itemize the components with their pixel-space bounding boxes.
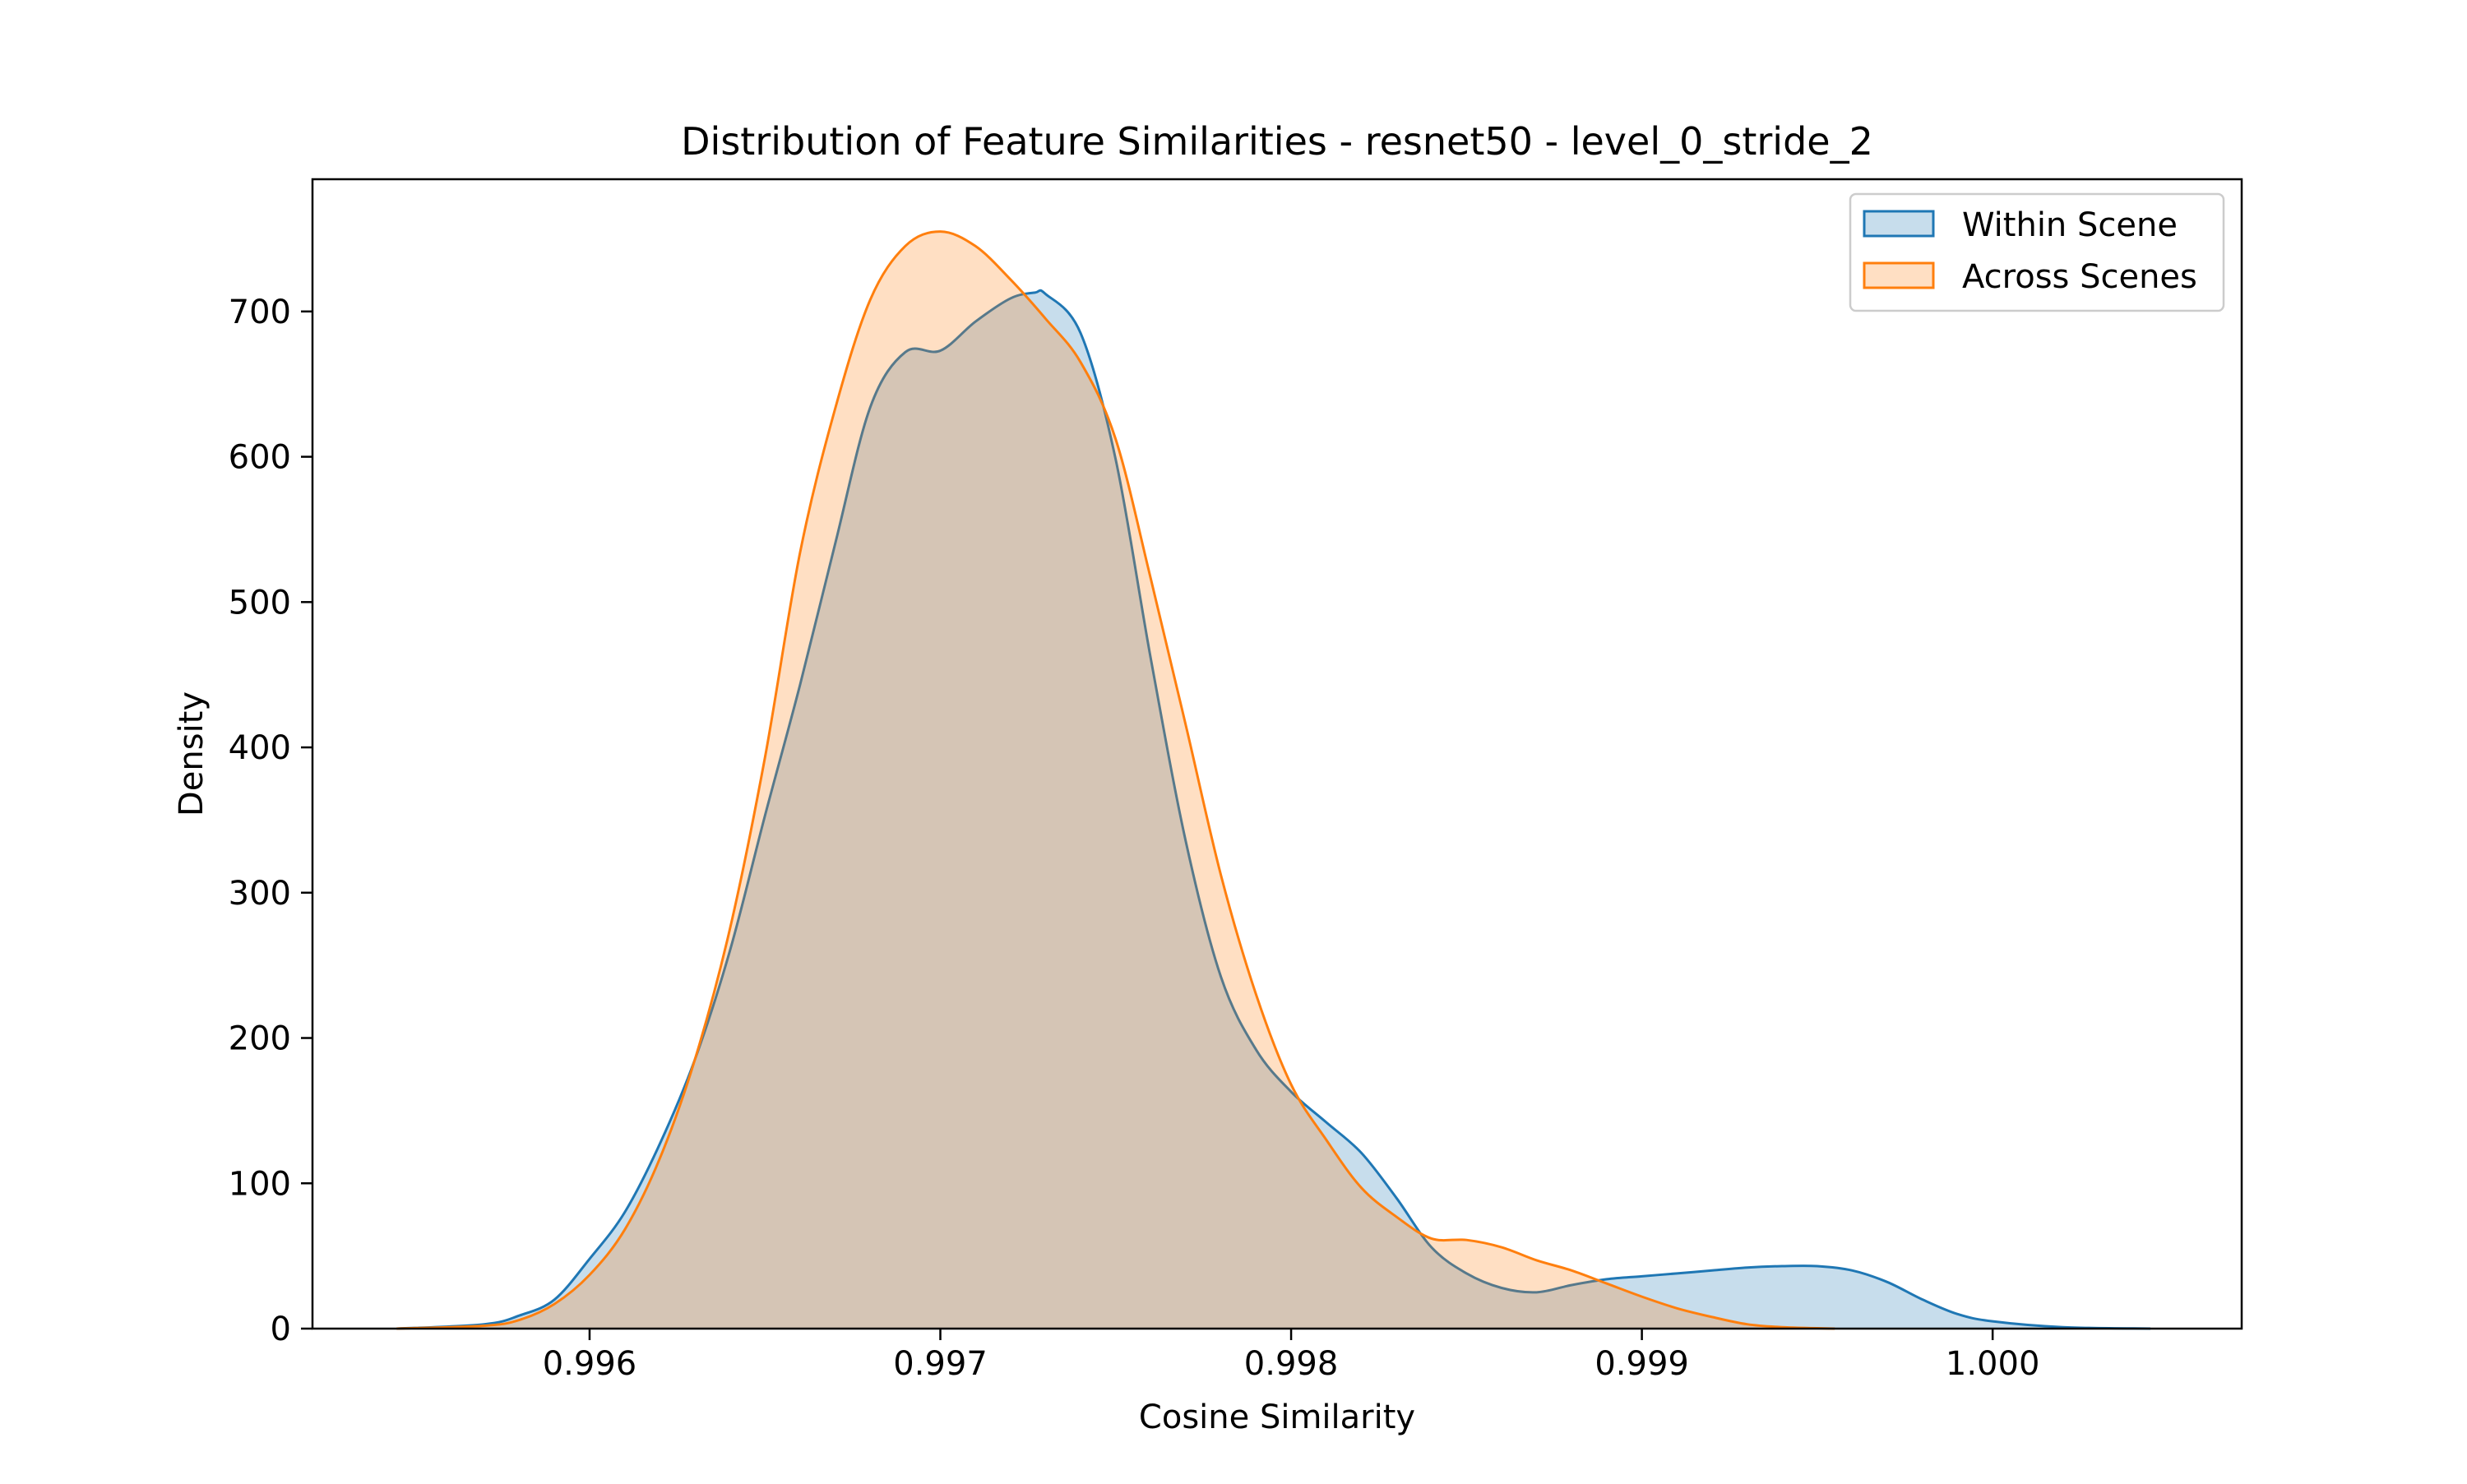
series-area-within-scene (396, 290, 2151, 1329)
legend-label-across-scenes: Across Scenes (1962, 258, 2197, 296)
legend-swatch-within-scene (1863, 210, 1935, 238)
y-tick-label: 400 (229, 729, 291, 767)
legend-swatch-across-scenes (1863, 261, 1935, 289)
x-tick-label: 0.998 (1244, 1345, 1339, 1383)
x-axis-label: Cosine Similarity (1139, 1398, 1415, 1436)
chart-title: Distribution of Feature Similarities - r… (681, 119, 1873, 164)
legend-label-within-scene: Within Scene (1962, 206, 2178, 244)
y-tick-label: 100 (229, 1165, 291, 1203)
legend-frame (1849, 192, 2225, 312)
x-tick-label: 0.996 (543, 1345, 637, 1383)
y-tick-label: 500 (229, 584, 291, 622)
series-line-within-scene (396, 289, 2151, 1330)
plot-frame (311, 178, 2243, 1330)
series-layer (396, 230, 2151, 1330)
y-tick-label: 600 (229, 439, 291, 477)
y-tick-label: 700 (229, 294, 291, 331)
series-line-across-scenes (396, 230, 1835, 1330)
y-tick-label: 0 (271, 1311, 291, 1348)
y-tick-label: 300 (229, 875, 291, 913)
y-axis-label: Density (173, 691, 211, 816)
x-tick-label: 0.997 (893, 1345, 988, 1383)
legend: Within Scene Across Scenes (1849, 192, 2225, 312)
y-tick-label: 200 (229, 1020, 291, 1058)
series-area-across-scenes (396, 231, 1835, 1329)
y-axis: 0 100 200 300 400 500 600 700 (229, 294, 312, 1348)
x-tick-label: 1.000 (1946, 1345, 2040, 1383)
x-axis: 0.996 0.997 0.998 0.999 1.000 (543, 1329, 2040, 1383)
x-tick-label: 0.999 (1595, 1345, 1689, 1383)
